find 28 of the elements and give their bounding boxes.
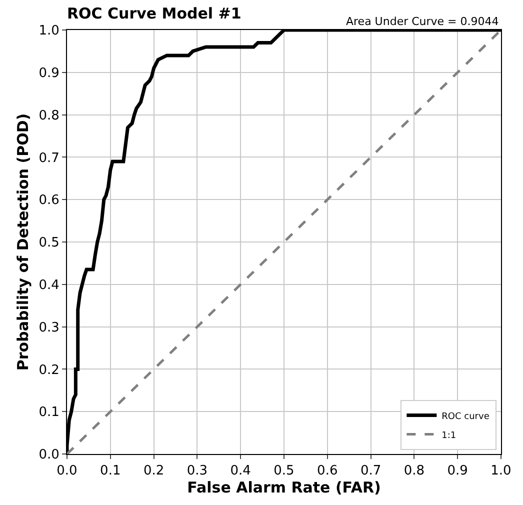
y-tick-label: 0.3 <box>38 320 60 336</box>
y-tick-label: 0.4 <box>38 278 60 293</box>
y-tick-label: 0.7 <box>38 150 60 166</box>
x-tick-label: 0.5 <box>274 464 294 479</box>
x-axis-title: False Alarm Rate (FAR) <box>187 478 381 497</box>
legend-label: ROC curve <box>442 412 490 422</box>
x-tick-label: 0.2 <box>143 464 164 479</box>
text: Area Under Curve = 0.9044 <box>346 15 499 28</box>
x-tick-label: 1.0 <box>490 464 512 479</box>
x-tick-label: 0.3 <box>186 464 208 479</box>
x-tick-label: 0.4 <box>230 464 251 479</box>
y-tick-label: 0.0 <box>38 448 60 463</box>
x-tick-label: 0.1 <box>100 464 121 479</box>
y-tick-label: 0.2 <box>38 362 60 378</box>
x-tick-label: 0.0 <box>56 464 78 479</box>
y-tick-label: 0.6 <box>38 193 60 208</box>
y-tick-label: 0.5 <box>38 236 60 251</box>
x-tick-label: 0.6 <box>317 464 338 479</box>
y-tick-label: 0.1 <box>38 405 60 420</box>
x-tick-label: 0.7 <box>360 464 382 479</box>
y-tick-label: 0.9 <box>38 66 60 81</box>
chart-title: ROC Curve Model #1 <box>67 4 242 22</box>
y-tick-label: 1.0 <box>38 24 60 39</box>
x-tick-label: 0.8 <box>404 464 425 479</box>
y-axis-title: Probability of Detection (POD) <box>14 113 32 371</box>
legend-label: 1:1 <box>442 430 456 441</box>
y-tick-label: 0.8 <box>38 108 60 124</box>
x-tick-label: 0.9 <box>447 464 468 479</box>
